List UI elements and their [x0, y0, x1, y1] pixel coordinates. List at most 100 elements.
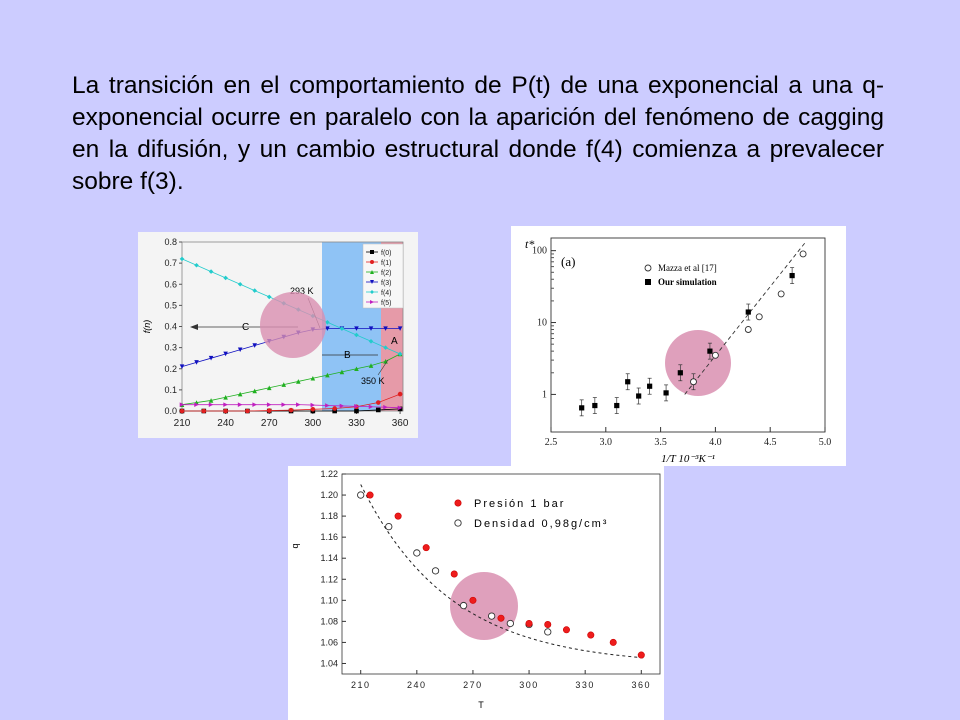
- plot-frame: [550, 237, 826, 433]
- data-point-f(2): [223, 394, 228, 400]
- legend-marker: [644, 264, 652, 272]
- legend-marker: [370, 260, 374, 264]
- data-point-our-simulation: [579, 405, 585, 411]
- legend-label: Mazza et al [17]: [658, 263, 717, 273]
- data-point-f(3): [237, 347, 243, 353]
- x-tick-label: 2.5: [545, 437, 558, 448]
- data-point-f(3): [252, 343, 257, 348]
- data-point-f(5): [266, 402, 272, 407]
- data-point-presion: [469, 596, 477, 604]
- data-point-mazza: [755, 313, 763, 321]
- data-point-f(5): [397, 405, 403, 411]
- data-point-our-simulation: [707, 348, 713, 354]
- data-point-f(2): [368, 363, 374, 368]
- y-tick-label: 1.16: [320, 532, 338, 542]
- data-point-our-simulation: [625, 379, 631, 385]
- data-point-our-simulation: [677, 370, 683, 376]
- y-tick-label: 1.18: [320, 511, 338, 521]
- data-point-f(4): [179, 256, 185, 262]
- y-tick-label: 100: [532, 246, 547, 257]
- x-tick-label: 3.5: [654, 437, 667, 448]
- data-point-our-simulation: [636, 393, 642, 399]
- y-tick-label: 0.2: [164, 364, 177, 374]
- data-point-f(1): [201, 408, 207, 414]
- data-point-f(4): [208, 269, 214, 274]
- data-point-presion: [525, 619, 533, 627]
- data-point-densidad: [413, 549, 421, 557]
- legend-marker: [370, 270, 374, 274]
- data-point-f(1): [288, 407, 294, 413]
- legend-marker: [645, 279, 651, 285]
- y-tick-label: 1.04: [320, 658, 338, 668]
- y-tick-label: 1.14: [320, 553, 338, 563]
- data-point-densidad: [459, 601, 468, 610]
- y-tick-label: 1.08: [320, 616, 338, 626]
- y-tick-label: 0.1: [164, 385, 177, 395]
- highlight-circle: [260, 292, 326, 358]
- data-point-f(0): [354, 408, 359, 414]
- data-point-mazza: [711, 351, 719, 359]
- fn-chart-panel: 0.0 0.1 0.2 0.3 0.4 0.5 0.6 0.7 0.8 210 240 270 300 3…: [138, 232, 418, 438]
- data-point-f(3): [325, 326, 330, 331]
- q-chart: 1.04 1.06 1.08 1.10 1.12 1.14 1.16 1.18 1.20 1.22…: [290, 469, 661, 710]
- x-axis-label: 1/T 10⁻³K⁻¹: [661, 453, 715, 465]
- data-point-f(2): [354, 366, 359, 372]
- annotation-c: C: [242, 322, 249, 333]
- plot-frame: [341, 473, 661, 675]
- data-point-presion: [422, 544, 430, 552]
- data-point-f(4): [237, 281, 243, 287]
- data-point-f(1): [375, 400, 381, 405]
- data-point-f(1): [310, 407, 316, 412]
- tstar-chart: 1 10 100 2.5 3.0 3.5 4.0 4.5 5.0 t* 1/T 10⁻³K⁻¹ (a)…: [525, 237, 831, 465]
- data-point-presion: [587, 631, 595, 639]
- data-point-f(3): [397, 326, 403, 331]
- data-point-presion: [544, 621, 552, 629]
- y-tick-label: 0.3: [164, 343, 177, 353]
- y-tick-label: 0.5: [164, 300, 177, 310]
- data-point-f(5): [237, 402, 243, 407]
- slide-text: La transición en el comportamiento de P(…: [72, 72, 884, 195]
- series-line-2: [181, 353, 401, 406]
- fn-chart: 0.0 0.1 0.2 0.3 0.4 0.5 0.6 0.7 0.8 210 240 270 300 3…: [142, 237, 409, 429]
- data-point-f(4): [194, 262, 199, 268]
- data-point-mazza: [799, 250, 807, 258]
- data-point-f(1): [332, 406, 337, 411]
- data-point-f(2): [281, 382, 287, 387]
- annotation-350k: 350 K: [361, 376, 385, 386]
- data-point-f(2): [325, 372, 330, 378]
- y-tick-label: 0.6: [164, 279, 177, 289]
- data-point-f(5): [252, 402, 257, 407]
- data-point-f(2): [266, 385, 272, 391]
- data-point-presion: [609, 638, 617, 646]
- panel-label: (a): [561, 254, 575, 269]
- legend-label: f(1): [381, 260, 392, 267]
- data-point-f(1): [223, 408, 228, 414]
- legend-label: Presión 1 bar: [474, 498, 565, 510]
- series-line-5: [182, 404, 401, 409]
- data-point-our-simulation: [647, 383, 653, 389]
- data-point-presion: [394, 512, 402, 520]
- y-axis-label: q: [290, 543, 300, 548]
- y-tick-label: 1.10: [320, 595, 338, 605]
- annotation-293k: 293 K: [290, 286, 314, 296]
- data-point-densidad: [544, 628, 552, 636]
- legend-label: Densidad 0,98g/cm³: [474, 518, 608, 530]
- x-tick-label: 360: [392, 418, 409, 429]
- data-point-f(5): [179, 402, 185, 407]
- legend-label: f(0): [381, 250, 392, 257]
- data-point-mazza: [690, 378, 697, 386]
- data-point-f(3): [368, 326, 374, 331]
- data-point-f(1): [397, 391, 403, 397]
- data-point-f(5): [296, 402, 301, 407]
- data-point-f(2): [339, 369, 345, 375]
- data-point-f(5): [339, 403, 345, 409]
- data-point-f(5): [325, 403, 330, 408]
- data-point-f(2): [310, 375, 316, 381]
- data-point-densidad: [431, 567, 440, 575]
- highlight-circle: [665, 330, 731, 396]
- y-tick-label: 0.4: [164, 322, 177, 332]
- legend-label: f(2): [381, 270, 392, 277]
- data-point-densidad: [506, 619, 515, 628]
- x-tick-label: 300: [305, 418, 322, 429]
- data-point-f(0): [332, 408, 337, 414]
